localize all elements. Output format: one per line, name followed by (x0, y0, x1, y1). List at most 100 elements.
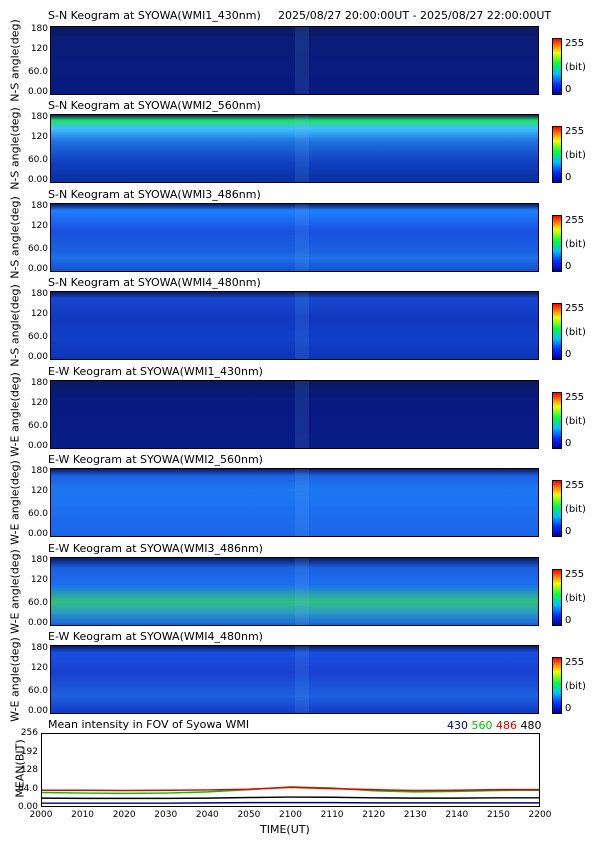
keogram-panel-7 (50, 557, 539, 626)
series-line-480 (42, 796, 539, 800)
mean-ytick: 192 (20, 746, 38, 757)
keogram-title-8: E-W Keogram at SYOWA(WMI4_480nm) (48, 630, 263, 643)
colorbar-unit: (bit) (565, 150, 586, 161)
keogram-ylabel-1: N-S angle(deg) (8, 18, 22, 102)
keogram-ytick: 120 (30, 43, 48, 54)
colorbar-unit: (bit) (565, 681, 586, 692)
keogram-panel-3 (50, 203, 539, 272)
keogram-ytick: 120 (30, 220, 48, 231)
keogram-ytick: 180 (30, 112, 48, 123)
colorbar-min: 0 (565, 349, 572, 360)
colorbar-2 (552, 126, 562, 183)
colorbar-max: 255 (565, 303, 585, 314)
keogram-title-5: E-W Keogram at SYOWA(WMI1_430nm) (48, 365, 263, 378)
keogram-streak (294, 646, 309, 713)
colorbar-unit: (bit) (565, 593, 586, 604)
keogram-title-3: S-N Keogram at SYOWA(WMI3_486nm) (48, 188, 261, 201)
keogram-ytick: 120 (30, 485, 48, 496)
keogram-panel-4 (50, 291, 539, 360)
keogram-streak (294, 469, 309, 536)
keogram-ytick: 120 (30, 131, 48, 142)
colorbar-unit: (bit) (565, 62, 586, 73)
legend-486: 486 (496, 719, 517, 732)
colorbar-unit: (bit) (565, 504, 586, 515)
keogram-title-6: E-W Keogram at SYOWA(WMI2_560nm) (48, 453, 263, 466)
keogram-ytick: 180 (30, 201, 48, 212)
colorbar-max: 255 (565, 38, 585, 49)
mean-xtick: 2150 (486, 810, 510, 820)
keogram-ytick: 60.0 (27, 598, 48, 609)
keogram-title-1: S-N Keogram at SYOWA(WMI1_430nm) (48, 9, 261, 22)
keogram-title-2: S-N Keogram at SYOWA(WMI2_560nm) (48, 99, 261, 112)
keogram-ylabel-6: W-E angle(deg) (8, 459, 22, 545)
series-line-486 (42, 786, 539, 792)
keogram-ylabel-5: W-E angle(deg) (8, 371, 22, 457)
keogram-ytick: 180 (30, 643, 48, 654)
colorbar-unit: (bit) (565, 327, 586, 338)
keogram-ytick: 60.0 (27, 332, 48, 343)
mean-xtick: 2200 (528, 810, 552, 820)
keogram-ytick: 0.00 (27, 86, 48, 97)
keogram-ytick: 60.0 (27, 67, 48, 78)
colorbar-unit: (bit) (565, 416, 586, 427)
chart-legend: 430 560 486 480 (447, 719, 542, 732)
keogram-ylabel-2: N-S angle(deg) (8, 106, 22, 190)
keogram-ytick: 0.00 (27, 617, 48, 628)
mean-xtick: 2020 (112, 810, 136, 820)
keogram-ytick: 0.00 (27, 351, 48, 362)
colorbar-max: 255 (565, 392, 585, 403)
mean-xtick: 2130 (403, 810, 427, 820)
colorbar-unit: (bit) (565, 239, 586, 250)
mean-xtick: 2050 (237, 810, 261, 820)
keogram-panel-5 (50, 380, 539, 449)
keogram-ytick: 60.0 (27, 686, 48, 697)
colorbar-7 (552, 569, 562, 626)
keogram-ylabel-7: W-E angle(deg) (8, 548, 22, 634)
colorbar-max: 255 (565, 657, 585, 668)
colorbar-min: 0 (565, 172, 572, 183)
colorbar-4 (552, 303, 562, 360)
keogram-ytick: 120 (30, 662, 48, 673)
keogram-panel-1 (50, 26, 539, 95)
mean-xtick: 2040 (195, 810, 219, 820)
mean-xtick: 2120 (362, 810, 386, 820)
keogram-ylabel-8: W-E angle(deg) (8, 636, 22, 722)
keogram-ytick: 120 (30, 308, 48, 319)
keogram-streak (294, 558, 309, 625)
keogram-ytick: 0.00 (27, 263, 48, 274)
colorbar-max: 255 (565, 569, 585, 580)
colorbar-8 (552, 657, 562, 714)
keogram-ytick: 60.0 (27, 155, 48, 166)
mean-ytick: 128 (20, 765, 38, 775)
keogram-panel-2 (50, 114, 539, 183)
legend-430: 430 (447, 719, 468, 732)
colorbar-min: 0 (565, 84, 572, 95)
colorbar-min: 0 (565, 703, 572, 714)
colorbar-min: 0 (565, 526, 572, 537)
keogram-title-7: E-W Keogram at SYOWA(WMI3_486nm) (48, 542, 263, 555)
keogram-ytick: 60.0 (27, 421, 48, 432)
mean-xtick: 2110 (320, 810, 344, 820)
mean-chart-title: Mean intensity in FOV of Syowa WMI (48, 718, 250, 731)
colorbar-min: 0 (565, 261, 572, 272)
colorbar-6 (552, 480, 562, 537)
keogram-ytick: 120 (30, 574, 48, 585)
mean-xtick: 2010 (71, 810, 95, 820)
keogram-ytick: 180 (30, 24, 48, 35)
time-range: 2025/08/27 20:00:00UT - 2025/08/27 22:00… (278, 9, 552, 22)
mean-xtick: 2000 (29, 810, 53, 820)
keogram-ylabel-3: N-S angle(deg) (8, 195, 22, 279)
keogram-streak (294, 292, 309, 359)
keogram-ytick: 0.00 (27, 174, 48, 185)
keogram-ytick: 180 (30, 378, 48, 389)
mean-xtick: 2140 (445, 810, 469, 820)
legend-480: 480 (520, 719, 542, 732)
keogram-title-4: S-N Keogram at SYOWA(WMI4_480nm) (48, 276, 261, 289)
keogram-ytick: 120 (30, 397, 48, 408)
mean-xtick: 2030 (154, 810, 178, 820)
mean-chart-xlabel: TIME(UT) (260, 823, 310, 836)
series-line-430 (42, 801, 539, 804)
keogram-ytick: 180 (30, 289, 48, 300)
keogram-ytick: 0.00 (27, 440, 48, 451)
colorbar-3 (552, 215, 562, 272)
